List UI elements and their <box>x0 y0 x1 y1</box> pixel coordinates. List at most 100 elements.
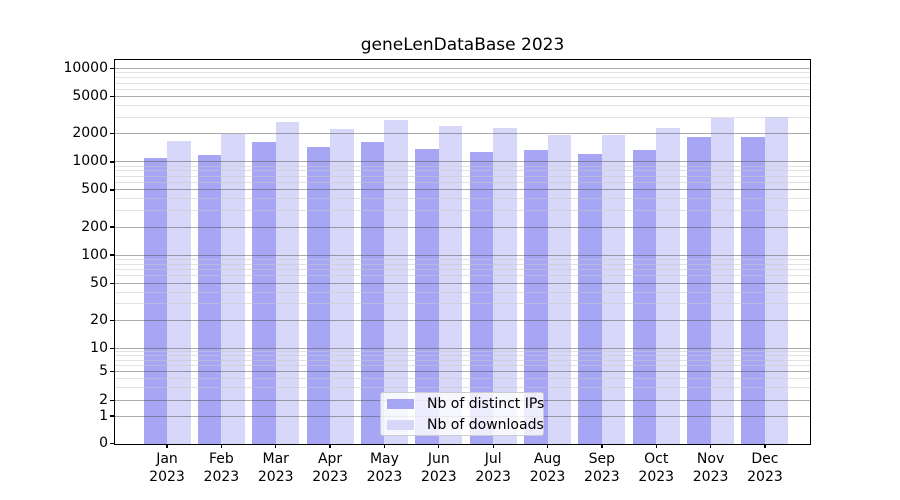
y-tick-mark <box>110 133 114 135</box>
bar-distinct-ips <box>306 146 331 444</box>
y-tick-label: 200 <box>81 218 108 235</box>
gridline-minor <box>115 72 810 74</box>
gridline-major <box>115 226 810 228</box>
bar-downloads <box>710 118 735 444</box>
bar-distinct-ips <box>252 142 276 444</box>
y-tick-mark <box>110 347 114 349</box>
chart-title: geneLenDataBase 2023 <box>360 35 565 55</box>
bar-distinct-ips <box>578 154 602 444</box>
gridline-major <box>115 189 810 191</box>
legend-swatch-downloads <box>387 420 414 430</box>
legend-item-distinct-ips: Nb of distinct IPs <box>381 394 545 415</box>
gridline-minor <box>115 82 810 84</box>
gridline-minor <box>115 77 810 79</box>
gridline-minor <box>115 359 810 361</box>
y-tick-label: 10000 <box>63 60 108 77</box>
bar-distinct-ips <box>360 142 385 444</box>
x-tick-label: Aug 2023 <box>529 451 566 485</box>
x-tick-label: May 2023 <box>366 451 403 485</box>
gridline-minor <box>115 88 810 90</box>
bar-distinct-ips <box>143 158 167 444</box>
gridline-major <box>115 347 810 349</box>
y-tick-mark <box>110 282 114 284</box>
gridline-minor <box>115 182 810 184</box>
x-tick-mark <box>546 444 549 448</box>
gridline-major <box>115 254 810 256</box>
gridline-major <box>115 68 810 70</box>
gridline-minor <box>115 263 810 265</box>
legend-label-downloads: Nb of downloads <box>427 417 544 433</box>
x-tick-label: Sep 2023 <box>584 451 620 485</box>
bar-downloads <box>384 119 408 444</box>
y-tick-mark <box>110 415 114 417</box>
y-tick-label: 2 <box>99 391 108 408</box>
y-tick-label: 100 <box>81 246 108 263</box>
x-tick-label: Jun 2023 <box>420 451 457 485</box>
gridline-minor <box>115 351 810 353</box>
gridline-minor <box>115 269 810 271</box>
y-tick-mark <box>110 96 114 98</box>
bar-downloads <box>438 126 463 444</box>
bar-distinct-ips <box>524 149 548 444</box>
bar-distinct-ips <box>741 136 765 444</box>
gridline-minor <box>115 175 810 177</box>
y-tick-mark <box>110 68 114 70</box>
x-tick-label: Dec 2023 <box>747 451 783 485</box>
x-tick-mark <box>383 444 386 448</box>
gridline-minor <box>115 303 810 305</box>
bar-downloads <box>547 134 572 444</box>
x-tick-mark <box>220 444 222 448</box>
gridline-minor <box>115 291 810 293</box>
legend-label-distinct-ips: Nb of distinct IPs <box>427 396 545 412</box>
plot-area <box>114 59 811 445</box>
gridline-minor <box>115 275 810 277</box>
gridline-minor <box>115 387 810 389</box>
gridline-minor <box>115 210 810 212</box>
x-tick-mark <box>438 444 440 448</box>
y-tick-label: 50 <box>90 274 108 291</box>
bar-downloads <box>221 134 245 444</box>
y-tick-label: 20 <box>90 311 108 328</box>
y-tick-label: 5 <box>99 363 108 380</box>
y-tick-label: 10 <box>90 339 108 356</box>
gridline-major <box>115 371 810 373</box>
bar-distinct-ips <box>687 137 711 444</box>
y-tick-label: 0 <box>99 435 108 451</box>
gridline-minor <box>115 258 810 260</box>
y-tick-mark <box>110 189 114 191</box>
x-tick-mark <box>709 444 712 448</box>
x-tick-label: Jan 2023 <box>149 451 185 485</box>
bar-downloads <box>493 128 517 444</box>
bar-downloads <box>330 129 354 444</box>
bar-distinct-ips <box>415 148 439 444</box>
gridline-major <box>115 133 810 135</box>
bar-downloads <box>656 127 680 444</box>
x-tick-label: Feb 2023 <box>203 451 240 485</box>
bar-distinct-ips <box>632 149 657 444</box>
gridline-minor <box>115 378 810 380</box>
legend-item-downloads: Nb of downloads <box>381 415 544 436</box>
bar-distinct-ips <box>197 154 222 444</box>
y-tick-label: 500 <box>81 181 108 198</box>
gridline-minor <box>115 170 810 172</box>
y-tick-mark <box>110 226 114 228</box>
legend-swatch-distinct-ips <box>387 399 414 409</box>
bar-downloads <box>275 122 300 444</box>
gridline-major <box>115 96 810 98</box>
gridline-minor <box>115 165 810 167</box>
y-tick-label: 1 <box>99 407 108 424</box>
gridline-major <box>115 282 810 284</box>
gridline-major <box>115 161 810 163</box>
y-tick-label: 2000 <box>72 125 108 142</box>
gridline-minor <box>115 365 810 367</box>
gridline-minor <box>115 105 810 107</box>
x-tick-mark <box>275 444 277 448</box>
x-tick-mark <box>655 444 657 448</box>
gridline-minor <box>115 116 810 118</box>
x-tick-label: Apr 2023 <box>312 451 348 485</box>
y-tick-mark <box>110 161 114 163</box>
x-tick-mark <box>329 444 331 448</box>
x-tick-mark <box>166 444 168 448</box>
bar-distinct-ips <box>469 151 494 444</box>
x-tick-mark <box>764 444 766 448</box>
